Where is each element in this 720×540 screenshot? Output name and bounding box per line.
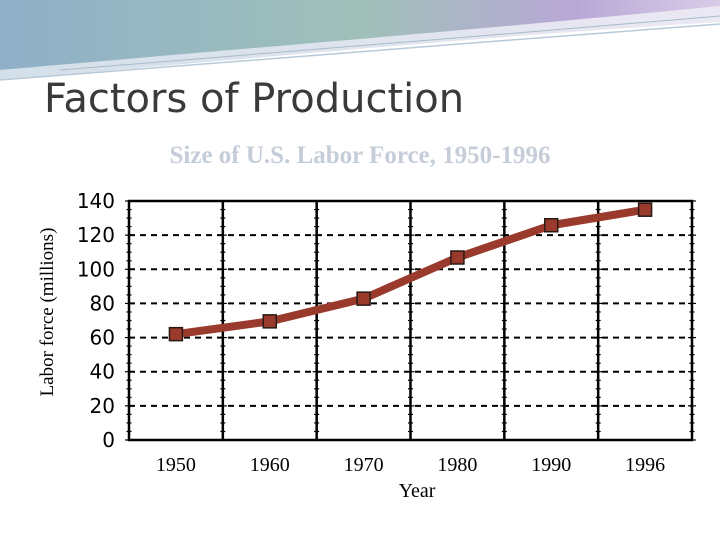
x-tick-label: 1996 bbox=[625, 454, 665, 476]
data-point bbox=[544, 217, 559, 233]
x-tick-label: 1970 bbox=[344, 454, 384, 476]
y-tick-label: 0 bbox=[102, 428, 115, 452]
x-tick-label: 1990 bbox=[531, 454, 571, 476]
header-banner bbox=[0, 0, 720, 81]
x-tick-label: 1960 bbox=[250, 454, 290, 476]
x-tick-label: 1980 bbox=[437, 454, 477, 476]
y-tick-label: 140 bbox=[77, 189, 115, 213]
y-axis-title: Labor force (millions) bbox=[37, 228, 58, 397]
grid bbox=[125, 199, 696, 442]
series-labor-force bbox=[168, 202, 653, 342]
y-tick-label: 40 bbox=[90, 360, 115, 384]
data-point bbox=[637, 202, 653, 217]
data-point bbox=[262, 314, 277, 329]
data-point bbox=[168, 326, 184, 342]
x-tick-label: 1950 bbox=[156, 454, 196, 476]
data-point bbox=[356, 291, 371, 306]
x-axis-title: Year bbox=[399, 480, 436, 502]
y-tick-label: 120 bbox=[77, 223, 115, 247]
y-tick-label: 100 bbox=[77, 257, 115, 281]
y-tick-label: 20 bbox=[90, 394, 115, 418]
y-tick-label: 80 bbox=[90, 291, 115, 315]
series-line bbox=[171, 205, 650, 339]
y-tick-labels: 0 20 40 60 80 100 120 140 bbox=[77, 189, 115, 452]
y-tick-label: 60 bbox=[90, 326, 115, 350]
slide-title: Factors of Production bbox=[44, 76, 465, 122]
data-point bbox=[450, 250, 465, 265]
chart-title: Size of U.S. Labor Force, 1950-1996 bbox=[169, 142, 551, 169]
x-tick-labels: 1950 1960 1970 1980 1990 1996 bbox=[156, 454, 665, 476]
